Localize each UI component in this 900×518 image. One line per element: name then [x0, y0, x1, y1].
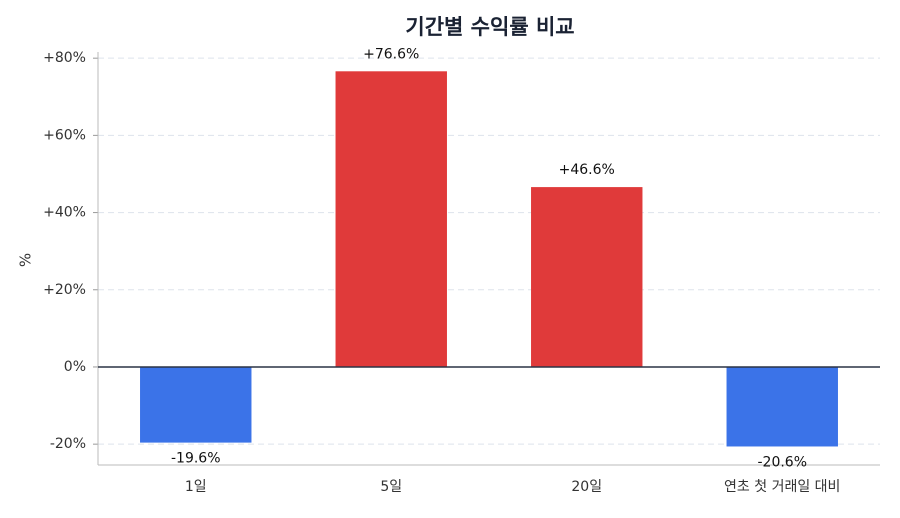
y-tick-label: +40%: [43, 205, 86, 221]
value-label: +76.6%: [363, 46, 419, 62]
value-label: -19.6%: [171, 451, 221, 467]
x-tick-label: 20일: [571, 479, 602, 495]
y-tick-label: 0%: [64, 359, 86, 375]
value-label: -20.6%: [757, 454, 807, 470]
y-tick-label: +20%: [43, 282, 86, 298]
bar: [335, 71, 447, 367]
y-tick-label: -20%: [50, 436, 86, 452]
y-tick-label: +60%: [43, 127, 86, 143]
chart-title: 기간별 수익률 비교: [405, 15, 574, 39]
bar: [140, 366, 252, 443]
value-label: +46.6%: [559, 162, 615, 178]
x-tick-label: 5일: [380, 479, 402, 495]
bar: [726, 366, 838, 447]
x-tick-label: 연초 첫 거래일 대비: [724, 479, 840, 495]
bar: [531, 187, 643, 367]
x-tick-label: 1일: [185, 479, 207, 495]
y-axis-label: %: [17, 253, 35, 267]
y-tick-label: +80%: [43, 50, 86, 66]
